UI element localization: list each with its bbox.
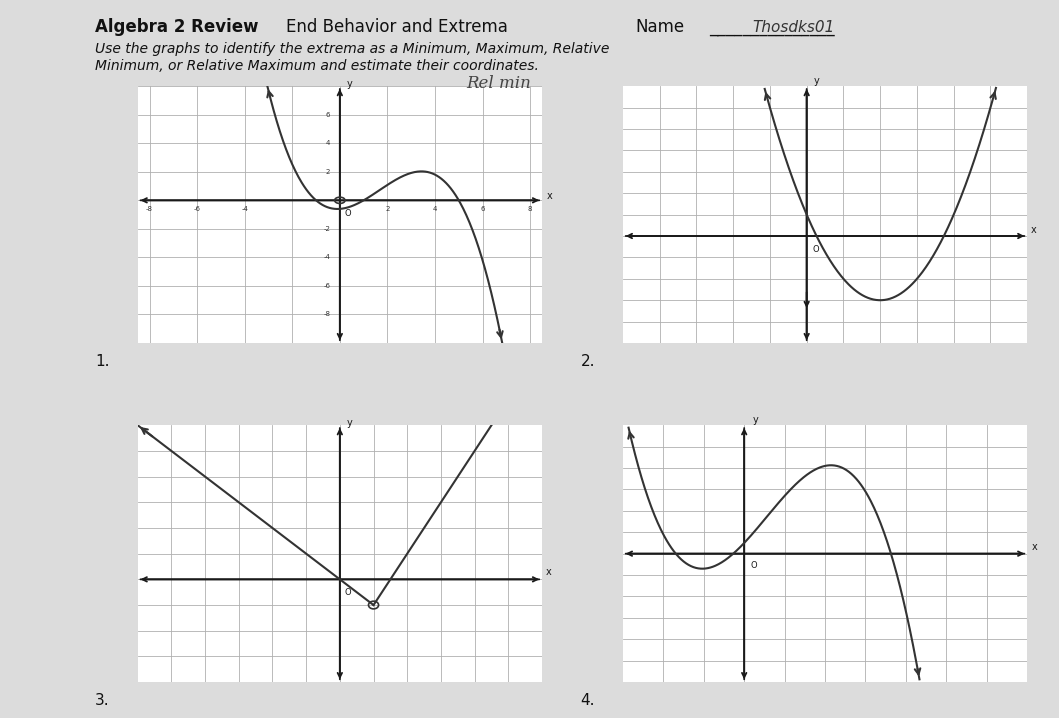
Text: -6: -6 <box>323 283 330 289</box>
Text: O: O <box>345 588 352 597</box>
Text: x: x <box>545 567 551 577</box>
Text: O: O <box>812 245 819 253</box>
Text: Thosdks01: Thosdks01 <box>752 20 834 35</box>
Text: -4: -4 <box>323 254 330 261</box>
Text: -4: -4 <box>241 206 248 212</box>
Text: 2: 2 <box>326 169 330 174</box>
Text: Algebra 2 Review: Algebra 2 Review <box>95 18 258 36</box>
Text: O: O <box>750 561 757 570</box>
Text: 2: 2 <box>385 206 390 212</box>
Text: -8: -8 <box>323 312 330 317</box>
Text: -8: -8 <box>146 206 154 212</box>
Text: 6: 6 <box>326 112 330 118</box>
Text: x: x <box>1030 225 1037 235</box>
Text: End Behavior and Extrema: End Behavior and Extrema <box>286 18 508 36</box>
Text: 2.: 2. <box>580 354 595 369</box>
Text: _______________: _______________ <box>710 18 836 36</box>
Text: y: y <box>347 79 353 89</box>
Text: 4: 4 <box>326 140 330 146</box>
Text: y: y <box>752 415 758 425</box>
Text: Rel min: Rel min <box>466 75 531 93</box>
Text: 4: 4 <box>433 206 437 212</box>
Text: Minimum, or Relative Maximum and estimate their coordinates.: Minimum, or Relative Maximum and estimat… <box>95 59 539 73</box>
Text: 3.: 3. <box>95 693 110 708</box>
Text: x: x <box>546 191 553 201</box>
Text: -2: -2 <box>323 226 330 232</box>
Text: 4.: 4. <box>580 693 595 708</box>
Text: y: y <box>346 418 353 428</box>
Text: 6: 6 <box>481 206 485 212</box>
Text: -6: -6 <box>194 206 200 212</box>
Text: O: O <box>344 209 352 218</box>
Text: 1.: 1. <box>95 354 110 369</box>
Text: 8: 8 <box>527 206 533 212</box>
Text: x: x <box>1031 542 1037 552</box>
Text: Use the graphs to identify the extrema as a Minimum, Maximum, Relative: Use the graphs to identify the extrema a… <box>95 42 610 55</box>
Text: y: y <box>814 76 820 86</box>
Text: Name: Name <box>635 18 684 36</box>
